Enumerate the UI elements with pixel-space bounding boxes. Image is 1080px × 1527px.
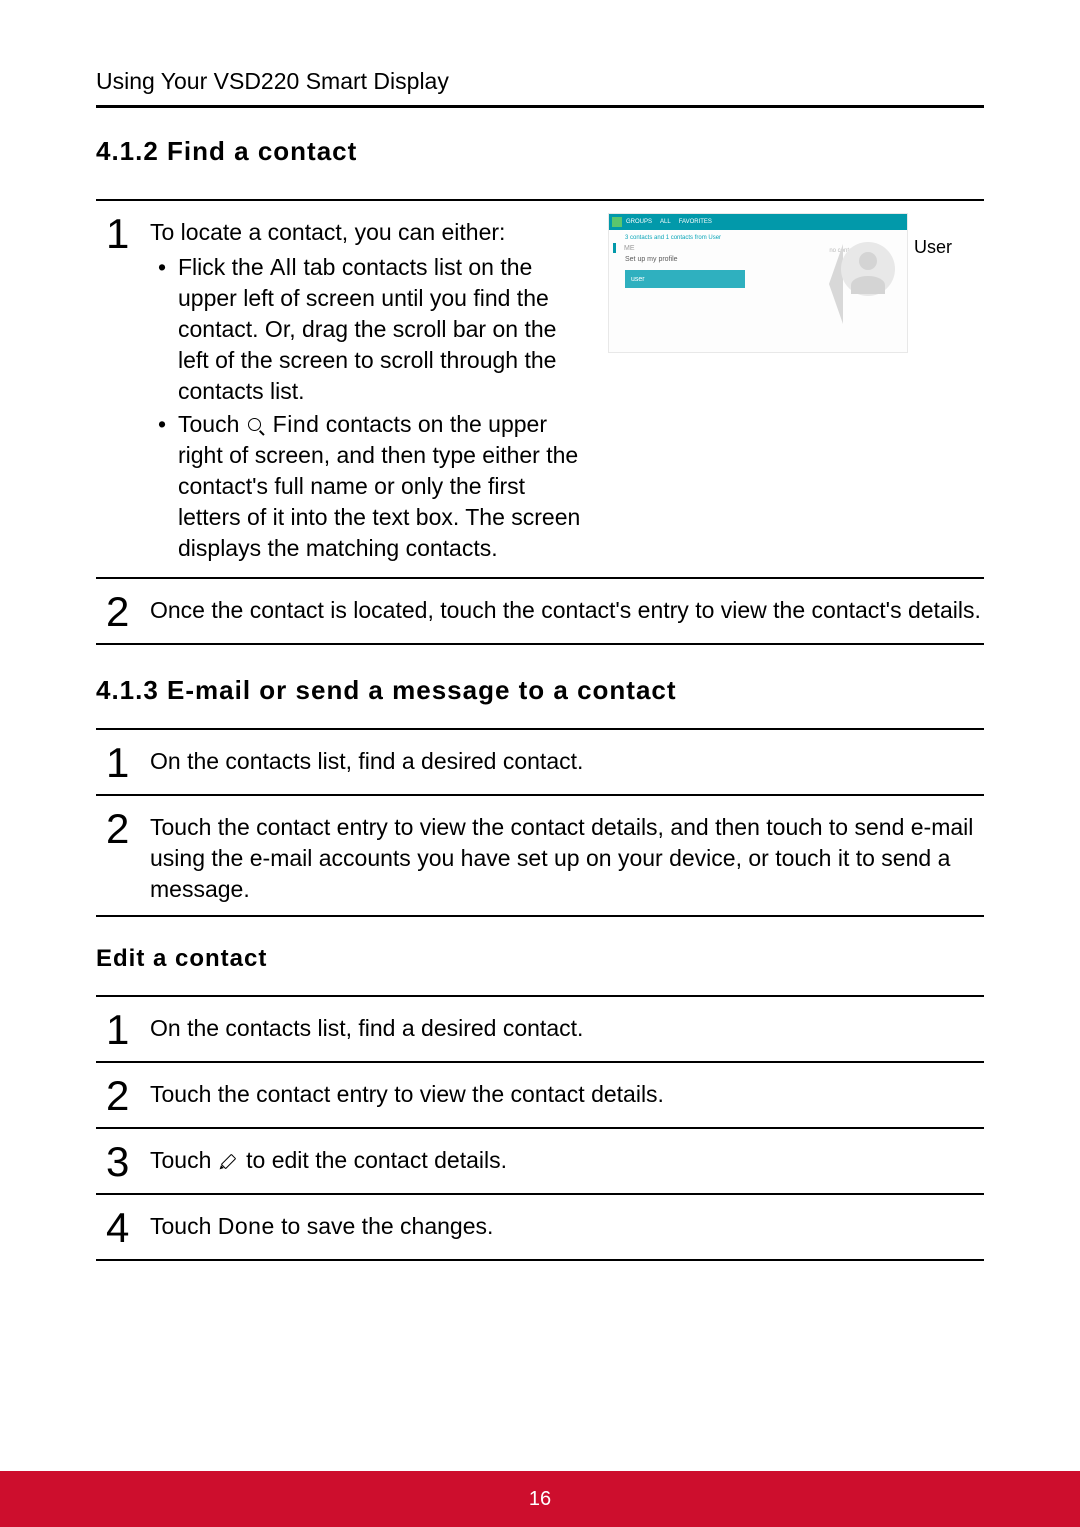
edit-icon	[220, 1153, 238, 1171]
step-row: 4 Touch Done to save the changes.	[96, 1195, 984, 1261]
step-number: 1	[106, 1009, 150, 1051]
ss-subtext: 3 contacts and 1 contacts from User	[609, 231, 907, 243]
step-row: 3 Touch to edit the contact details.	[96, 1129, 984, 1195]
avatar-placeholder	[841, 242, 895, 296]
user-row: user	[625, 270, 745, 288]
step-body: Touch the contact entry to view the cont…	[150, 1073, 984, 1110]
find-word: Find	[266, 411, 320, 437]
text: Touch	[150, 1147, 218, 1173]
step-row: 1 On the contacts list, find a desired c…	[96, 730, 984, 796]
step-body: On the contacts list, find a desired con…	[150, 740, 984, 777]
done-word: Done	[218, 1213, 275, 1239]
step-body: Touch to edit the contact details.	[150, 1139, 984, 1176]
text: Flick the	[178, 254, 270, 280]
header-rule	[96, 105, 984, 108]
divider-arrow	[829, 244, 843, 324]
step-number: 3	[106, 1141, 150, 1183]
section-413-title: 4.1.3 E-mail or send a message to a cont…	[96, 675, 984, 706]
step-number: 2	[106, 591, 150, 633]
step-row: 2 Once the contact is located, touch the…	[96, 579, 984, 645]
tab-groups: GROUPS	[626, 219, 652, 225]
step-row: 2 Touch the contact entry to view the co…	[96, 796, 984, 917]
text: Touch	[150, 1213, 218, 1239]
contacts-screenshot: GROUPS ALL FAVORITES 3 contacts and 1 co…	[608, 213, 908, 353]
section-412-title: 4.1.2 Find a contact	[96, 136, 984, 167]
page-footer: 16	[0, 1471, 1080, 1527]
page-number: 16	[529, 1488, 551, 1510]
step-row: 1 To locate a contact, you can either: F…	[96, 201, 984, 579]
step-body: To locate a contact, you can either: Fli…	[150, 211, 590, 567]
step-number: 1	[106, 742, 150, 784]
page-header: Using Your VSD220 Smart Display	[96, 68, 984, 95]
step-number: 2	[106, 1075, 150, 1117]
text: to edit the contact details.	[240, 1147, 507, 1173]
me-label: ME	[624, 245, 635, 252]
all-word: All	[270, 254, 297, 280]
step-body: Touch Done to save the changes.	[150, 1205, 984, 1242]
step1-intro: To locate a contact, you can either:	[150, 219, 505, 245]
search-icon	[248, 418, 264, 434]
edit-contact-title: Edit a contact	[96, 945, 984, 973]
text: to save the changes.	[275, 1213, 494, 1239]
step-body: Once the contact is located, touch the c…	[150, 589, 984, 626]
tab-favorites: FAVORITES	[679, 219, 712, 225]
step-row: 2 Touch the contact entry to view the co…	[96, 1063, 984, 1129]
text: Touch	[178, 411, 246, 437]
bullet-1: Flick the All tab contacts list on the u…	[150, 252, 590, 407]
index-bar	[613, 243, 616, 253]
step-body: Touch the contact entry to view the cont…	[150, 806, 984, 905]
step-number: 2	[106, 808, 150, 850]
tab-all: ALL	[660, 219, 671, 225]
screenshot-wrap: GROUPS ALL FAVORITES 3 contacts and 1 co…	[608, 213, 908, 353]
step-number: 4	[106, 1207, 150, 1249]
ss-topbar: GROUPS ALL FAVORITES	[609, 214, 907, 230]
step-row: 1 On the contacts list, find a desired c…	[96, 997, 984, 1063]
bullet-2: Touch Find contacts on the upper right o…	[150, 409, 590, 564]
step-body: On the contacts list, find a desired con…	[150, 1007, 984, 1044]
user-callout-label: User	[914, 237, 952, 258]
step-number: 1	[106, 213, 150, 255]
app-icon	[612, 217, 622, 227]
